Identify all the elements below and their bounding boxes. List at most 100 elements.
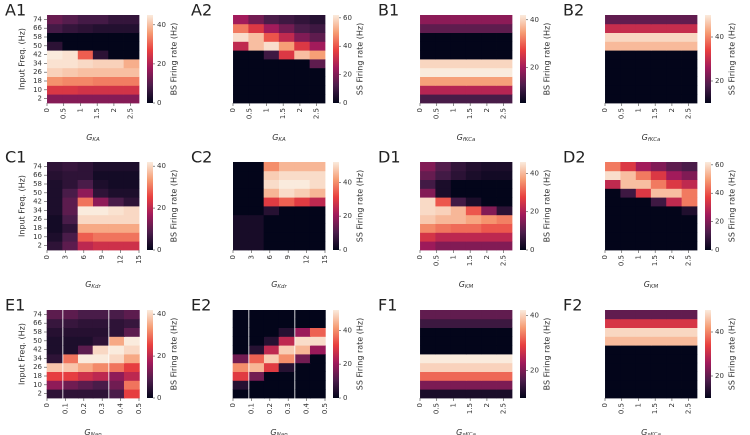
heatmap-cell bbox=[605, 32, 621, 42]
heatmap-cell bbox=[620, 197, 637, 207]
x-tick-label: 0.5 bbox=[433, 403, 441, 414]
heatmap-cell bbox=[481, 223, 497, 233]
heatmap-cell bbox=[620, 380, 637, 390]
colorbar-tick-label: 40 bbox=[157, 21, 166, 29]
heatmap-cell bbox=[263, 206, 280, 216]
heatmap-cell bbox=[605, 59, 621, 69]
heatmap-cell bbox=[666, 94, 682, 104]
colorbar-label: BS Firing rate (Hz) bbox=[543, 23, 552, 96]
heatmap-cell bbox=[620, 223, 637, 233]
heatmap-cell bbox=[420, 214, 436, 224]
heatmap-cell bbox=[450, 371, 467, 381]
y-tick-label: 2 bbox=[38, 95, 42, 103]
heatmap-cell bbox=[108, 41, 124, 51]
heatmap-cell bbox=[496, 94, 513, 104]
heatmap-cell bbox=[233, 223, 249, 233]
heatmap-cell bbox=[620, 214, 637, 224]
heatmap-cell bbox=[77, 362, 94, 372]
heatmap-cell bbox=[92, 345, 109, 355]
x-tick-label: 1 bbox=[449, 108, 457, 112]
x-tick-label: 0.5 bbox=[618, 108, 626, 119]
heatmap-cell bbox=[435, 197, 452, 207]
heatmap-cell bbox=[232, 327, 249, 337]
heatmap-cell bbox=[108, 85, 124, 95]
x-tick-label: 1.5 bbox=[466, 255, 474, 266]
heatmap-cell bbox=[123, 162, 140, 172]
colorbar-tick-label: 0 bbox=[715, 246, 719, 254]
heatmap-cell bbox=[666, 85, 682, 95]
heatmap-cell bbox=[249, 318, 265, 328]
colorbar-label: SS Firing rate (Hz) bbox=[356, 318, 365, 390]
heatmap-cell bbox=[278, 67, 295, 77]
heatmap-cell bbox=[249, 380, 265, 390]
heatmap-cell bbox=[450, 59, 467, 69]
heatmap-cell bbox=[420, 336, 436, 346]
heatmap-cell bbox=[650, 94, 667, 104]
heatmap-cell bbox=[278, 94, 295, 104]
x-tick-label: 1 bbox=[76, 108, 84, 112]
heatmap-cell bbox=[92, 327, 109, 337]
heatmap-cell bbox=[295, 310, 311, 320]
heatmap-cell bbox=[248, 41, 265, 51]
heatmap-cell bbox=[123, 23, 140, 33]
heatmap-cell bbox=[650, 380, 667, 390]
heatmap-cell bbox=[263, 41, 280, 51]
x-tick-label: 1.5 bbox=[279, 108, 287, 119]
heatmap-cell bbox=[248, 214, 265, 224]
heatmap-cell bbox=[123, 50, 140, 60]
heatmap-cell bbox=[450, 15, 467, 25]
x-axis-label: GKM bbox=[644, 280, 659, 290]
heatmap-cell bbox=[450, 232, 467, 242]
heatmap-cell bbox=[123, 345, 140, 355]
heatmap-cell bbox=[650, 354, 667, 364]
heatmap-cell bbox=[109, 362, 125, 372]
heatmap-cell bbox=[465, 59, 482, 69]
heatmap-cell bbox=[263, 188, 280, 198]
heatmap-cell bbox=[450, 170, 467, 180]
heatmap-cell bbox=[605, 188, 621, 198]
heatmap-cell bbox=[248, 85, 265, 95]
heatmap-cell bbox=[309, 345, 326, 355]
heatmap-cell bbox=[123, 32, 140, 42]
heatmap-cell bbox=[681, 206, 698, 216]
heatmap-cell bbox=[309, 41, 326, 51]
heatmap-cell bbox=[496, 354, 513, 364]
heatmap-cell bbox=[650, 188, 667, 198]
heatmap-cell bbox=[309, 76, 326, 86]
heatmap-cell bbox=[465, 41, 482, 51]
heatmap-cell bbox=[620, 188, 637, 198]
heatmap-cell bbox=[47, 59, 63, 69]
colorbar-tick-label: 40 bbox=[715, 189, 724, 197]
heatmap-cell bbox=[465, 23, 482, 33]
heatmap-cell bbox=[481, 188, 497, 198]
heatmap-cell bbox=[47, 94, 63, 104]
heatmap-cell bbox=[77, 380, 94, 390]
heatmap-cell bbox=[420, 59, 436, 69]
colorbar bbox=[520, 15, 526, 103]
heatmap-cell bbox=[481, 362, 497, 372]
heatmap-cell bbox=[681, 354, 698, 364]
heatmap-cell bbox=[635, 354, 652, 364]
heatmap-cell bbox=[123, 41, 140, 51]
heatmap-cell bbox=[435, 223, 452, 233]
heatmap-cell bbox=[232, 318, 249, 328]
heatmap-cell bbox=[279, 197, 295, 207]
colorbar-tick-label: 0 bbox=[157, 99, 161, 107]
heatmap-cell bbox=[681, 380, 698, 390]
heatmap-cell bbox=[263, 50, 280, 60]
heatmap-cell bbox=[496, 41, 513, 51]
heatmap-cell bbox=[496, 67, 513, 77]
heatmap-cell bbox=[123, 67, 140, 77]
heatmap-cell bbox=[450, 179, 467, 189]
colorbar-tick-label: 20 bbox=[530, 63, 539, 71]
heatmap-cell bbox=[93, 223, 109, 233]
heatmap-cell bbox=[249, 362, 265, 372]
heatmap-cell bbox=[309, 23, 326, 33]
heatmap-cell bbox=[77, 318, 94, 328]
panel-label: B1 bbox=[378, 1, 399, 20]
heatmap-cell bbox=[278, 345, 295, 355]
colorbar-tick-label: 0 bbox=[343, 246, 347, 254]
heatmap-cell bbox=[278, 76, 295, 86]
heatmap-cell bbox=[650, 85, 667, 95]
heatmap-cell bbox=[496, 188, 513, 198]
